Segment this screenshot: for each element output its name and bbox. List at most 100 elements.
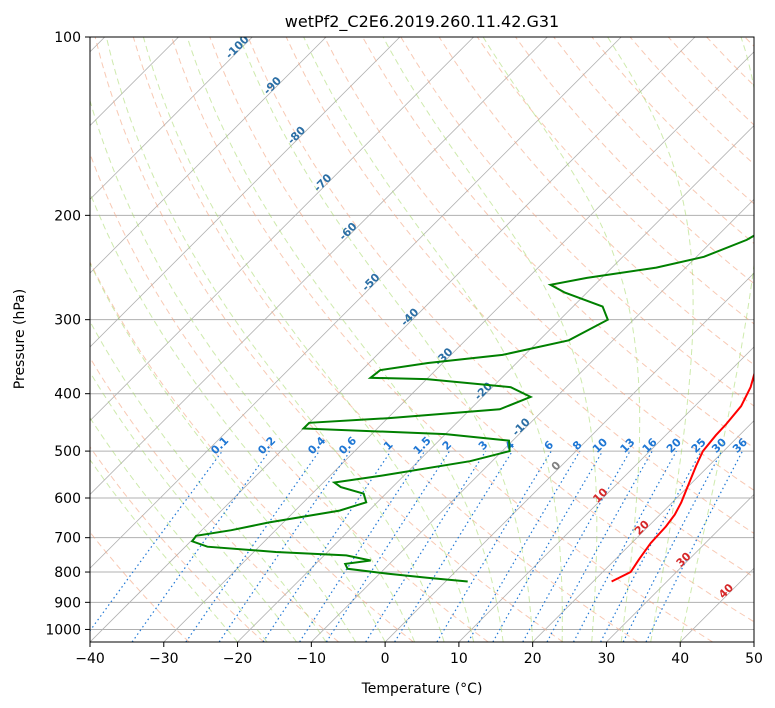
dry-adiabat [438,37,754,366]
isotherm-line [90,37,548,496]
x-tick-label: 0 [381,651,390,667]
y-tick-label: 100 [54,30,81,46]
x-tick-label: −30 [149,651,179,667]
y-tick-label: 1000 [45,622,81,638]
isotherm-line [606,493,754,642]
y-tick-label: 700 [54,531,81,547]
mixing-ratio-line [218,450,351,642]
isotherm-label: 40 [716,581,736,601]
isotherm-label: -60 [336,220,359,243]
y-tick-label: 400 [54,387,81,403]
x-tick-label: −40 [75,651,105,667]
isotherm-line [532,420,754,642]
mixing-ratio-line [436,450,552,642]
axis-ticks: −40 −30 −20 −10 0 10 20 30 40 50 100 200 300 400 500 60… [45,30,763,667]
mixing-ratio-label: 0.4 [305,434,328,457]
isotherm-line [311,198,754,642]
dry-adiabat [629,37,754,165]
mixing-ratio-line [394,450,513,642]
mixing-ratio-label: 36 [730,435,750,455]
mixing-ratio-label: 0.1 [208,434,231,457]
dry-adiabat [553,37,754,245]
mixing-ratio-label: 10 [590,435,610,455]
dry-adiabat [744,37,754,47]
dry-adiabat [209,37,754,623]
isotherm-label: 30 [674,549,694,569]
isotherm-label: -10 [510,415,533,438]
moist-adiabat [679,37,754,642]
y-tick-label: 300 [54,313,81,329]
isotherm-line [90,37,474,422]
moist-adiabat [142,37,475,642]
x-tick-label: 50 [745,651,763,667]
x-tick-label: −10 [297,651,327,667]
isotherm-line [458,346,754,642]
x-axis-label: Temperature (°C) [361,681,483,697]
mixing-ratio-line [600,450,702,642]
isotherm-line [90,37,401,348]
dry-adiabat [132,37,639,642]
isotherm-line [90,37,327,274]
mixing-ratio-label: 0.2 [255,434,278,457]
mixing-ratio-line [572,450,677,642]
dry-adiabat [515,37,754,285]
background-lines [90,37,754,642]
moist-adiabat [607,37,694,642]
isotherm-line [753,641,754,642]
moist-adiabat [90,371,297,642]
mixing-ratio-line [90,450,223,632]
dry-adiabat [171,37,713,642]
mixing-ratio-line [546,450,653,642]
mixing-ratio-line [365,450,487,642]
x-tick-label: 10 [450,651,468,667]
dry-adiabat [90,356,339,642]
x-tick-label: 30 [598,651,616,667]
isotherm-line [384,272,754,642]
mixing-ratio-line [131,450,270,642]
x-tick-label: 40 [671,651,689,667]
moist-adiabat [382,37,598,642]
mixing-ratio-line [262,450,392,642]
isotherm-label: -50 [359,270,382,293]
dewpoint-line [190,234,754,583]
dry-adiabat [94,37,564,642]
isotherm-line [679,567,754,642]
mixing-ratio-line [467,450,581,642]
dry-adiabat [323,37,754,491]
isotherm-line [90,37,253,200]
mixing-ratio-label: 1.5 [411,434,434,457]
x-tick-label: −20 [223,651,253,667]
isotherm-label: -30 [432,345,455,368]
moist-adiabat [90,99,416,642]
moist-adiabat [482,37,641,642]
isotherm-line [237,124,754,642]
y-tick-label: 600 [54,491,81,507]
mixing-ratio-label: 25 [689,436,709,456]
y-tick-label: 200 [54,208,81,224]
dry-adiabat [90,531,190,642]
isotherm-label: -80 [285,124,308,147]
mixing-ratio-label: 13 [618,436,638,456]
dry-adiabat [285,37,754,535]
dry-adiabat [247,37,754,578]
mixing-ratio-label: 0.6 [336,434,359,457]
isotherm-label: 10 [590,485,610,505]
mixing-ratio-label: 16 [640,435,660,455]
x-tick-label: 20 [524,651,542,667]
plot-frame [89,36,755,643]
dry-adiabat [90,446,265,642]
y-tick-label: 900 [54,595,81,611]
moist-adiabat [90,458,238,642]
y-tick-label: 800 [54,565,81,581]
isotherm-line [163,51,754,642]
moist-adiabat [239,37,534,642]
profile-lines [190,234,754,583]
moist-adiabat [90,262,357,642]
moist-adiabat [90,320,327,642]
moist-adiabat [90,191,386,642]
mixing-ratio-line [645,450,744,642]
mixing-ratio-line [185,450,320,642]
mixing-ratio-line [299,450,426,642]
isotherm-line [90,37,622,569]
